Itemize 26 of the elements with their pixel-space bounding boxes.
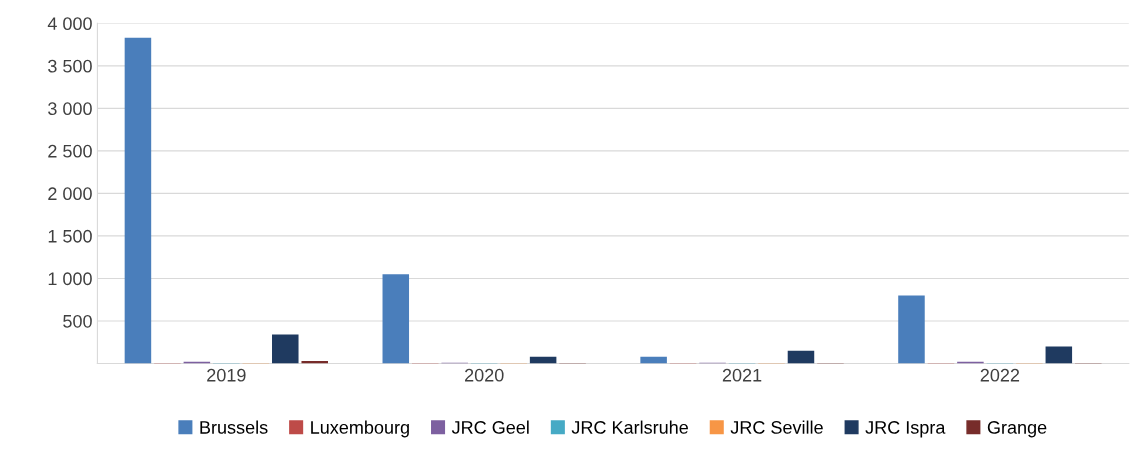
y-tick-label: 1 000 [48, 272, 92, 286]
legend-label: JRC Seville [730, 420, 823, 434]
bar [272, 334, 299, 364]
x-tick-label: 2019 [207, 368, 246, 382]
x-tick-label: 2022 [980, 368, 1020, 382]
legend-label: JRC Karlsruhe [571, 420, 688, 434]
bar [787, 350, 815, 364]
bar [124, 37, 152, 364]
bar [898, 295, 925, 364]
x-tick-label: 2021 [722, 368, 762, 382]
y-tick-label: 3 000 [48, 102, 92, 116]
y-tick-label: 1 500 [48, 229, 92, 243]
x-tick-label: 2020 [465, 368, 504, 382]
legend-label: JRC Geel [451, 420, 529, 434]
y-tick-label: 2 500 [48, 144, 92, 158]
legend-label: JRC Ispra [865, 421, 946, 438]
bar [640, 356, 667, 364]
legend-label: Brussels [200, 420, 268, 434]
y-tick-label: 3 500 [48, 59, 92, 73]
y-tick-label: 500 [63, 314, 92, 328]
y-tick-label: 2 000 [48, 187, 92, 201]
legend-label: Grange [987, 421, 1047, 438]
legend-label: Luxembourg [311, 420, 409, 438]
y-tick-label: 4 000 [47, 17, 92, 31]
bar [1045, 346, 1073, 364]
bar [382, 274, 410, 364]
